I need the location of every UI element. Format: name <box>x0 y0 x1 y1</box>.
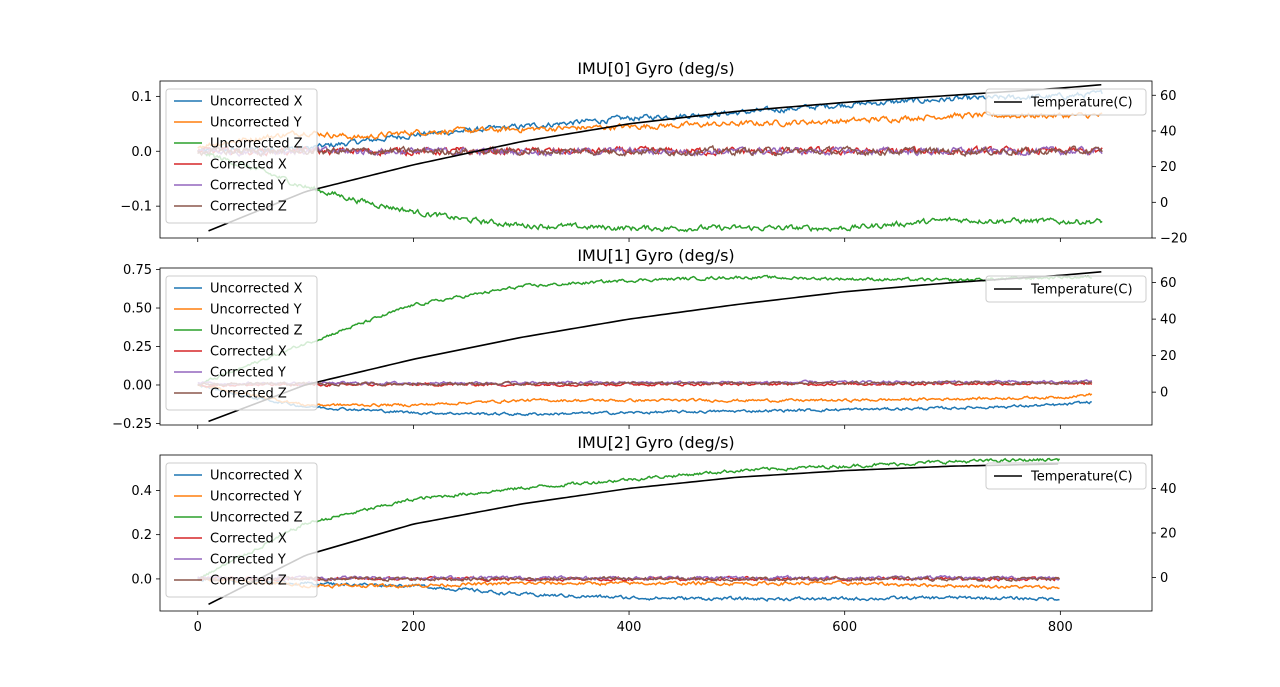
x-tick-label: 200 <box>401 620 426 635</box>
series-group <box>197 457 1061 606</box>
x-tick-label: 800 <box>1048 620 1073 635</box>
temperature-line <box>208 463 1059 606</box>
series-line-uncorrected-y <box>197 577 1060 591</box>
legend-label: Temperature(C) <box>1030 96 1133 111</box>
x-tick-label: 400 <box>617 620 642 635</box>
legend-box <box>985 88 1147 116</box>
subplot-title: IMU[2] Gyro (deg/s) <box>577 433 734 452</box>
y-tick-label: 0.0 <box>131 572 152 587</box>
series-line-uncorrected-x <box>197 89 1103 154</box>
temperature-line <box>208 83 1102 232</box>
y-tick-label: 0.0 <box>131 145 152 160</box>
y2-tick-label: 20 <box>1160 527 1177 542</box>
y2-tick-label: 60 <box>1160 276 1177 291</box>
series-line-corrected-z <box>197 380 1093 387</box>
temperature-line <box>208 271 1102 423</box>
subplot-title: IMU[0] Gyro (deg/s) <box>577 59 734 78</box>
series-line-corrected-y <box>197 145 1103 158</box>
series-group <box>197 271 1102 423</box>
legend-label: Uncorrected Z <box>210 137 303 152</box>
legend-label: Corrected X <box>210 532 287 547</box>
legend-label: Corrected X <box>210 158 287 173</box>
legend-label: Uncorrected X <box>210 469 303 484</box>
y-tick-label: 0.50 <box>123 302 152 317</box>
x-tick-label: 0 <box>194 620 202 635</box>
legend-label: Uncorrected Y <box>210 490 302 505</box>
legend-temperature: Temperature(C) <box>985 88 1147 116</box>
legend-label: Corrected Y <box>210 366 286 381</box>
series-line-uncorrected-z <box>197 457 1061 581</box>
legend-temperature: Temperature(C) <box>985 462 1147 490</box>
legend-box <box>165 88 318 224</box>
y2-tick-label: 0 <box>1160 196 1168 211</box>
legend-box <box>985 275 1147 303</box>
series-line-uncorrected-y <box>197 110 1103 149</box>
legend-label: Uncorrected X <box>210 282 303 297</box>
y2-tick-label: 40 <box>1160 482 1177 497</box>
legend-box <box>985 462 1147 490</box>
y2-tick-label: 0 <box>1160 386 1168 401</box>
subplot-1: −0.25 0.00 0.25 0.50 0.75 0 20 40 60 IMU[1] Gyro … <box>112 246 1176 432</box>
y-tick-label: 0.2 <box>131 528 152 543</box>
y-tick-label: −0.25 <box>112 417 152 432</box>
series-line-uncorrected-z <box>197 274 1092 387</box>
y2-tick-label: 0 <box>1160 571 1168 586</box>
y2-tick-label: 40 <box>1160 313 1177 328</box>
y-tick-label: 0.1 <box>131 90 152 105</box>
series-line-corrected-z <box>197 575 1061 582</box>
legend-label: Corrected Z <box>210 200 287 215</box>
legend-label: Corrected Z <box>210 574 287 589</box>
series-line-uncorrected-z <box>197 149 1103 233</box>
legend-box <box>165 275 318 411</box>
y2-tick-label: 20 <box>1160 349 1177 364</box>
legend-label: Uncorrected Y <box>210 303 302 318</box>
y-tick-label: 0.25 <box>123 340 152 355</box>
y-tick-label: 0.00 <box>123 378 152 393</box>
legend: Uncorrected X Uncorrected Y Uncorrected Z C… <box>165 88 318 224</box>
series-line-corrected-y <box>197 574 1061 582</box>
legend-label: Uncorrected Z <box>210 324 303 339</box>
legend-label: Corrected Y <box>210 553 286 568</box>
legend-label: Corrected Z <box>210 387 287 402</box>
subplot-0: −0.1 0.0 0.1 −20 0 20 40 60 IMU[0] Gyro (deg/s) U… <box>120 59 1187 247</box>
series-group <box>197 83 1103 233</box>
subplot-title: IMU[1] Gyro (deg/s) <box>577 246 734 265</box>
legend-label: Corrected X <box>210 345 287 360</box>
y2-tick-label: 40 <box>1160 124 1177 139</box>
series-line-corrected-z <box>197 144 1103 158</box>
y-tick-label: 0.4 <box>131 484 152 499</box>
legend-label: Temperature(C) <box>1030 470 1133 485</box>
legend-label: Temperature(C) <box>1030 283 1133 298</box>
x-tick-label: 600 <box>832 620 857 635</box>
series-line-uncorrected-x <box>197 383 1092 417</box>
y-tick-label: −0.1 <box>120 200 152 215</box>
series-line-uncorrected-y <box>197 383 1093 408</box>
y-tick-label: 0.75 <box>123 263 152 278</box>
subplot-2: 0 200 400 600 800 0.0 0.2 0.4 0 20 40 IMU[2] Gyro (… <box>131 433 1176 635</box>
axes-frame <box>159 80 1153 239</box>
y2-tick-label: 60 <box>1160 89 1177 104</box>
legend-label: Uncorrected Y <box>210 116 302 131</box>
legend: Uncorrected X Uncorrected Y Uncorrected Z C… <box>165 275 318 411</box>
series-line-corrected-x <box>197 380 1093 388</box>
y2-tick-label: −20 <box>1160 232 1187 247</box>
legend: Uncorrected X Uncorrected Y Uncorrected Z C… <box>165 462 318 598</box>
y2-tick-label: 20 <box>1160 160 1177 175</box>
legend-label: Uncorrected Z <box>210 511 303 526</box>
legend-label: Uncorrected X <box>210 95 303 110</box>
series-line-uncorrected-x <box>197 576 1060 602</box>
legend-box <box>165 462 318 598</box>
legend-temperature: Temperature(C) <box>985 275 1147 303</box>
legend-label: Corrected Y <box>210 179 286 194</box>
